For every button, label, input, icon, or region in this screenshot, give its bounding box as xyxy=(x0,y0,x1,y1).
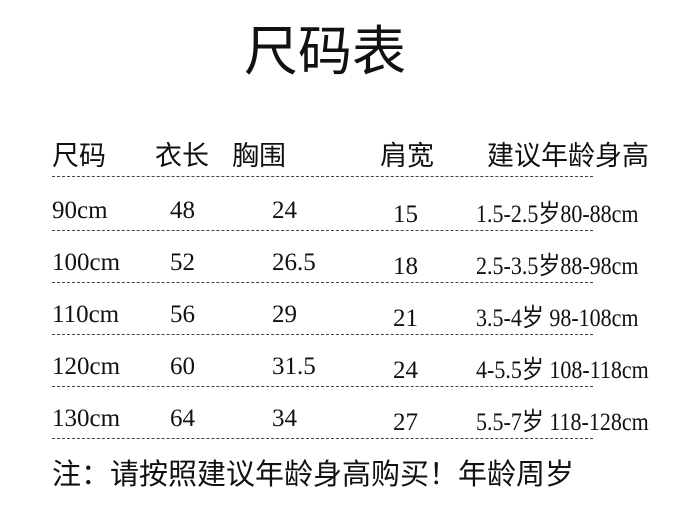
cell-size: 100cm xyxy=(52,249,121,276)
cell-length: 48 xyxy=(170,197,195,224)
divider xyxy=(52,386,593,387)
table-row: 130cm 64 34 27 5.5-7岁 118-128cm xyxy=(0,400,700,440)
cell-age-height: 4-5.5岁 108-118cm xyxy=(476,357,649,384)
cell-shoulder: 24 xyxy=(393,357,418,384)
table-row: 90cm 48 24 15 1.5-2.5岁80-88cm xyxy=(0,192,700,232)
divider xyxy=(52,176,593,177)
cell-chest: 26.5 xyxy=(272,249,316,276)
cell-age-height: 1.5-2.5岁80-88cm xyxy=(476,201,639,228)
cell-shoulder: 27 xyxy=(393,409,418,436)
cell-length: 52 xyxy=(170,249,195,276)
divider xyxy=(52,438,593,439)
cell-size: 110cm xyxy=(52,301,120,328)
header-size: 尺码 xyxy=(52,141,106,172)
table-row: 110cm 56 29 21 3.5-4岁 98-108cm xyxy=(0,296,700,336)
cell-chest: 24 xyxy=(272,197,297,224)
divider xyxy=(52,282,593,283)
header-chest: 胸围 xyxy=(232,141,286,172)
table-header: 尺码 衣长 胸围 肩宽 建议年龄身高 xyxy=(0,138,700,178)
page-title: 尺码表 xyxy=(244,20,406,83)
header-age-height: 建议年龄身高 xyxy=(487,141,649,172)
purchase-note: 注：请按照建议年龄身高购买！年龄周岁 xyxy=(52,457,575,491)
table-row: 120cm 60 31.5 24 4-5.5岁 108-118cm xyxy=(0,348,700,388)
cell-shoulder: 18 xyxy=(393,253,418,280)
divider xyxy=(52,334,593,335)
cell-shoulder: 15 xyxy=(393,201,418,228)
cell-size: 90cm xyxy=(52,197,108,224)
cell-length: 56 xyxy=(170,301,195,328)
cell-shoulder: 21 xyxy=(393,305,418,332)
cell-size: 120cm xyxy=(52,353,121,380)
cell-length: 64 xyxy=(170,405,195,432)
cell-size: 130cm xyxy=(52,405,121,432)
header-shoulder: 肩宽 xyxy=(380,141,434,172)
header-length: 衣长 xyxy=(155,141,209,172)
cell-age-height: 2.5-3.5岁88-98cm xyxy=(476,253,639,280)
divider xyxy=(52,230,593,231)
cell-age-height: 3.5-4岁 98-108cm xyxy=(476,305,639,332)
table-row: 100cm 52 26.5 18 2.5-3.5岁88-98cm xyxy=(0,244,700,284)
cell-chest: 29 xyxy=(272,301,297,328)
cell-chest: 31.5 xyxy=(272,353,316,380)
cell-age-height: 5.5-7岁 118-128cm xyxy=(476,409,649,436)
cell-chest: 34 xyxy=(272,405,297,432)
cell-length: 60 xyxy=(170,353,195,380)
